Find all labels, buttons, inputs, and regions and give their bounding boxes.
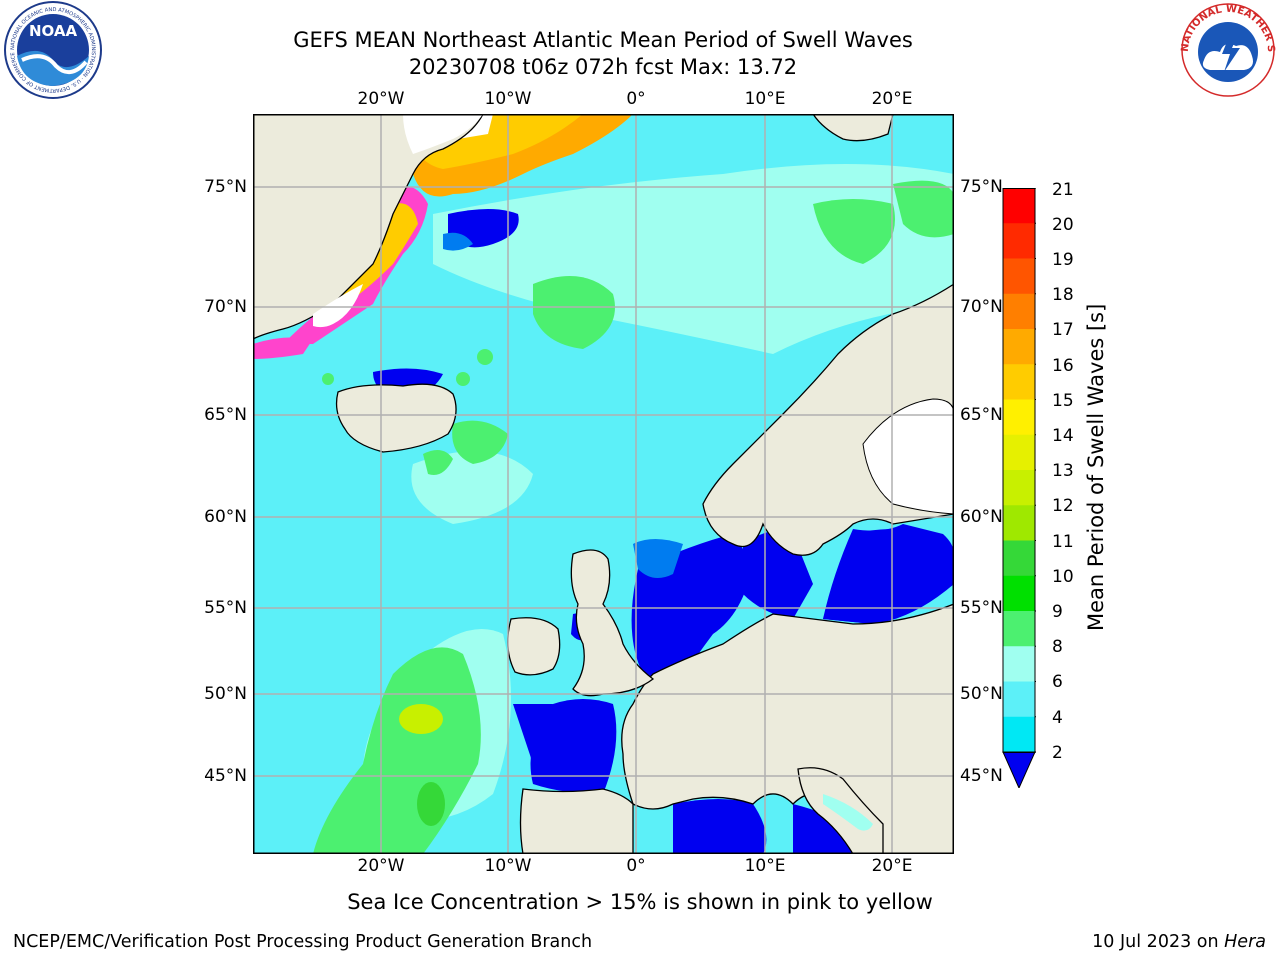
- colorbar-tick: 15: [1052, 391, 1074, 411]
- lat-label-left: 70°N: [204, 297, 247, 317]
- colorbar-segment: [1003, 540, 1035, 577]
- map-frame: [253, 114, 954, 854]
- colorbar-tick: 8: [1052, 637, 1063, 657]
- lat-label-left: 45°N: [204, 766, 247, 786]
- lat-label-left: 65°N: [204, 405, 247, 425]
- lat-label-left: 60°N: [204, 507, 247, 527]
- colorbar-segment: [1003, 364, 1035, 400]
- lon-label-top: 0°: [626, 89, 646, 109]
- lat-label-right: 45°N: [960, 766, 1003, 786]
- greenland-ice-cap: [313, 284, 363, 328]
- lon-label-bottom: 20°W: [357, 856, 405, 876]
- colorbar-segment: [1003, 434, 1035, 471]
- colorbar-segment: [1003, 470, 1035, 506]
- colorbar-tick: 20: [1052, 215, 1074, 235]
- colorbar-segment: [1003, 188, 1035, 224]
- colorbar-segment: [1003, 293, 1035, 330]
- colorbar-tick: 9: [1052, 602, 1063, 622]
- colorbar-segment: [1003, 258, 1035, 295]
- lat-label-right: 50°N: [960, 684, 1003, 704]
- colorbar-tick: 16: [1052, 356, 1074, 376]
- graticule: [253, 114, 954, 854]
- plot-subtitle: 20230708 t06z 072h fcst Max: 13.72: [408, 55, 798, 79]
- lat-label-left: 50°N: [204, 684, 247, 704]
- colorbar-extend-triangle: [1002, 751, 1036, 788]
- colorbar-tick: 14: [1052, 426, 1074, 446]
- colorbar-segment: [1003, 329, 1035, 365]
- noaa-logo: NOAA NATIONAL OCEANIC AND ATMOSPHERIC AD…: [0, 0, 106, 106]
- colorbar-tick: 12: [1052, 496, 1074, 516]
- colorbar-segment: [1003, 646, 1035, 682]
- footer-date: 10 Jul 2023 on Hera: [1092, 932, 1266, 952]
- lon-label-bottom: 10°E: [744, 856, 786, 876]
- continental-europe-land: [621, 603, 954, 854]
- lat-label-left: 55°N: [204, 598, 247, 618]
- colorbar: [1002, 188, 1036, 788]
- footer-machine: Hera: [1224, 932, 1266, 952]
- colorbar-segment: [1003, 575, 1035, 612]
- sweden-inland-area: [862, 398, 954, 515]
- adriatic-sea-area: [823, 794, 873, 831]
- colorbar-segment: [1003, 716, 1035, 753]
- noaa-text: NOAA: [29, 22, 78, 40]
- lat-label-right: 65°N: [960, 405, 1003, 425]
- colorbar-segment: [1003, 505, 1035, 541]
- iberia-land: [519, 788, 634, 854]
- iceland-land: [335, 383, 457, 453]
- footer-credit: NCEP/EMC/Verification Post Processing Pr…: [13, 932, 593, 952]
- colorbar-label: Mean Period of Swell Waves [s]: [1084, 303, 1108, 631]
- colorbar-segment: [1003, 399, 1035, 436]
- colorbar-tick: 11: [1052, 532, 1074, 552]
- colorbar-segment: [1003, 681, 1035, 718]
- colorbar-tick: 6: [1052, 672, 1063, 692]
- lat-label-left: 75°N: [204, 177, 247, 197]
- swell-zone-4-6s: [443, 232, 683, 578]
- ireland-land: [507, 617, 561, 676]
- lon-label-bottom: 20°E: [871, 856, 913, 876]
- lat-label-right: 55°N: [960, 598, 1003, 618]
- lat-label-right: 75°N: [960, 177, 1003, 197]
- lon-label-top: 20°E: [871, 89, 913, 109]
- colorbar-tick: 2: [1052, 743, 1063, 763]
- lat-label-right: 60°N: [960, 507, 1003, 527]
- swell-period-map: [253, 114, 954, 854]
- lat-label-right: 70°N: [960, 297, 1003, 317]
- lon-label-top: 10°E: [744, 89, 786, 109]
- nws-logo: NATIONAL WEATHER SERVICE: [1174, 0, 1278, 100]
- colorbar-tick: 4: [1052, 708, 1063, 728]
- colorbar-segment: [1003, 223, 1035, 259]
- great-britain-land: [570, 549, 655, 697]
- colorbar-tick: 21: [1052, 180, 1074, 200]
- greenland-ice-cap: [403, 114, 483, 154]
- swell-zone-11-13s: [399, 704, 445, 826]
- greenland-land: [253, 114, 484, 340]
- colorbar-tick: 13: [1052, 461, 1074, 481]
- colorbar-tick: 18: [1052, 285, 1074, 305]
- lon-label-top: 20°W: [357, 89, 405, 109]
- lon-label-bottom: 10°W: [484, 856, 532, 876]
- lon-label-top: 10°W: [484, 89, 532, 109]
- colorbar-tick: 19: [1052, 250, 1074, 270]
- svalbard-land: [812, 114, 894, 142]
- plot-title: GEFS MEAN Northeast Atlantic Mean Period…: [293, 28, 913, 52]
- sea-ice-note: Sea Ice Concentration > 15% is shown in …: [347, 890, 933, 914]
- lon-label-bottom: 0°: [626, 856, 646, 876]
- baltic-sea-area: [823, 524, 954, 624]
- colorbar-tick: 10: [1052, 567, 1074, 587]
- colorbar-tick: 17: [1052, 320, 1074, 340]
- footer-date-text: 10 Jul 2023 on: [1092, 932, 1225, 952]
- colorbar-segment: [1003, 611, 1035, 647]
